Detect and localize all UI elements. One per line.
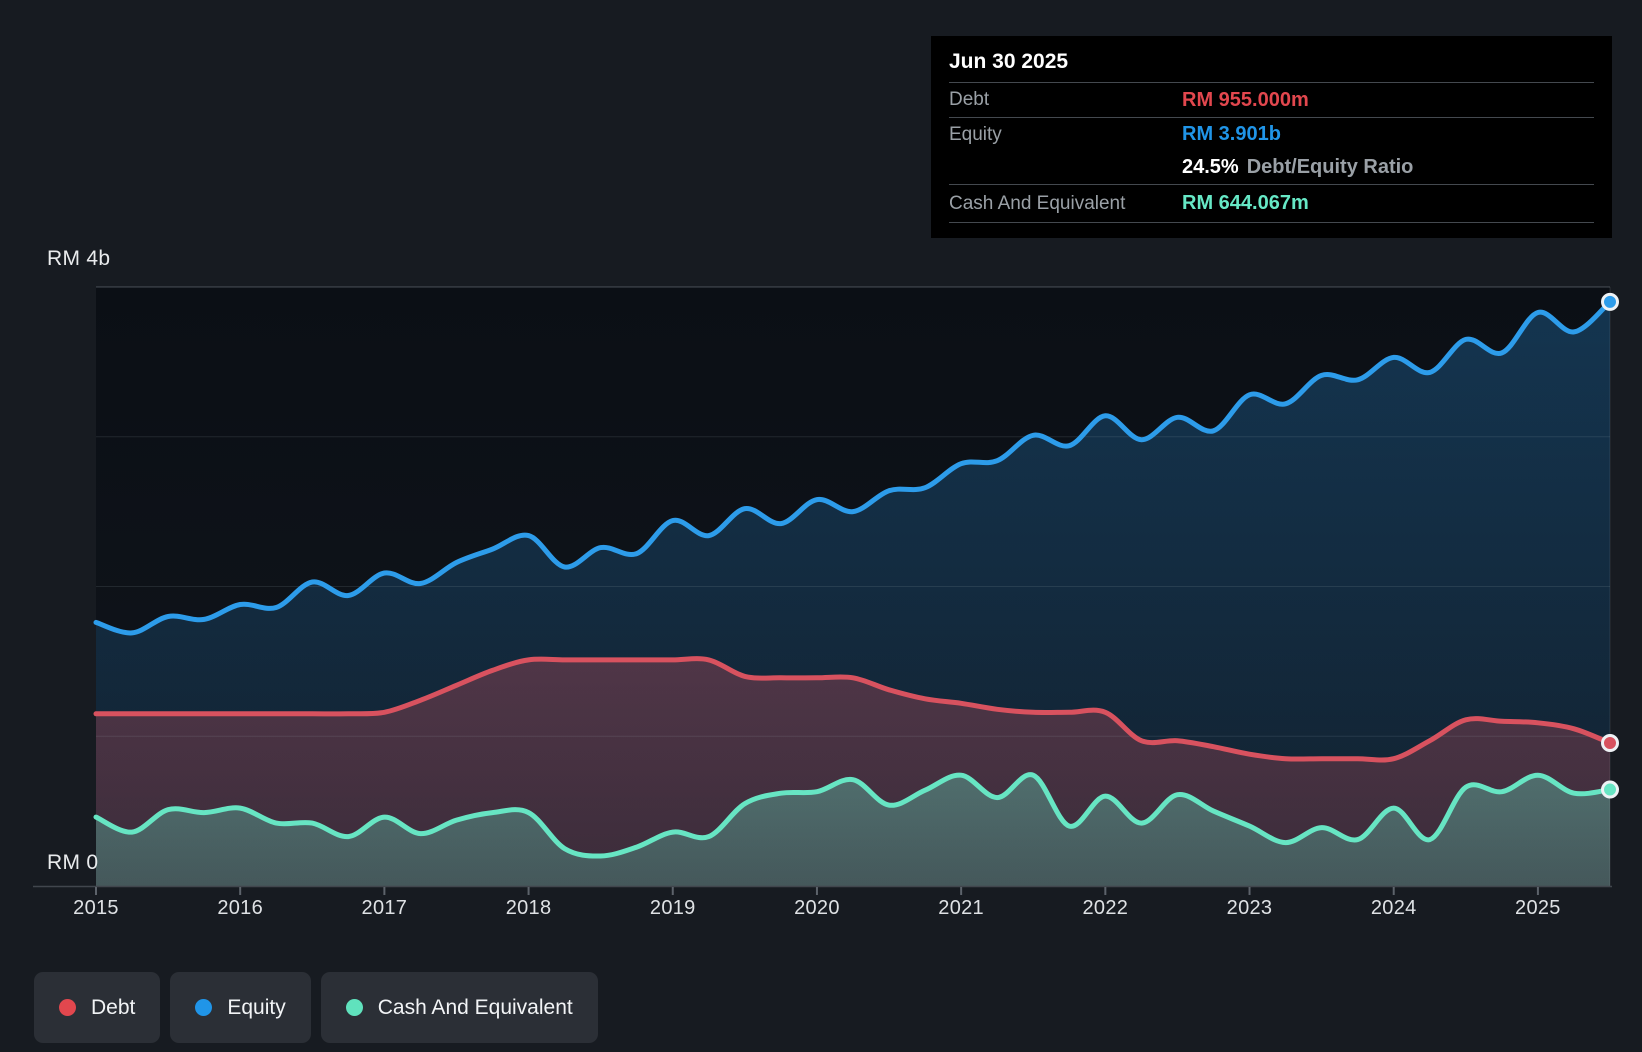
area-fill-cash-and-equivalent — [96, 774, 1610, 886]
end-marker-debt[interactable] — [1601, 733, 1619, 752]
x-tick-label-2016: 2016 — [217, 897, 264, 919]
tooltip-date: Jun 30 2025 — [949, 36, 1594, 83]
tooltip-equity-label: Equity — [949, 123, 1002, 145]
chart-tooltip: Jun 30 2025 Debt RM 955.000m Equity RM 3… — [931, 36, 1612, 238]
legend-debt-label: Debt — [91, 995, 136, 1019]
tooltip-ratio-label: Debt/Equity Ratio — [1246, 156, 1414, 178]
line-equity[interactable] — [93, 299, 1613, 636]
legend-cash-label: Cash And Equivalent — [377, 995, 573, 1019]
tooltip-ratio-value: 24.5% — [1182, 156, 1239, 178]
end-marker-equity[interactable] — [1601, 292, 1619, 311]
area-fills — [96, 301, 1610, 886]
equity-dot-icon — [195, 999, 213, 1016]
end-marker-cash-and-equivalent[interactable] — [1601, 780, 1619, 799]
tooltip-row-cash: Cash And Equivalent RM 644.067m — [949, 185, 1594, 223]
legend-item-equity[interactable]: Equity — [170, 972, 311, 1043]
tooltip-cash-value: RM 644.067m — [1182, 192, 1309, 214]
y-axis-label-zero: RM 0 — [47, 851, 99, 874]
series-end-markers — [1601, 292, 1619, 799]
tooltip-debt-label: Debt — [949, 89, 990, 110]
x-tick-label-2015: 2015 — [73, 897, 119, 919]
legend-item-cash[interactable]: Cash And Equivalent — [320, 972, 598, 1043]
x-tick-label-2021: 2021 — [938, 897, 984, 919]
tooltip-equity-value: RM 3.901b — [1182, 123, 1281, 145]
line-debt[interactable] — [93, 656, 1613, 763]
x-axis-line — [33, 885, 1612, 895]
tooltip-row-ratio: 24.5% Debt/Equity Ratio — [949, 151, 1594, 185]
x-tick-label-2019: 2019 — [649, 897, 696, 919]
y-axis-label-top: RM 4b — [47, 247, 111, 270]
x-tick-label-2018: 2018 — [505, 897, 552, 919]
x-tick-label-2023: 2023 — [1226, 897, 1273, 919]
x-tick-label-2017: 2017 — [361, 897, 408, 919]
legend-equity-label: Equity — [227, 995, 286, 1019]
tooltip-row-debt: Debt RM 955.000m — [949, 83, 1594, 118]
x-tick-label-2020: 2020 — [794, 897, 840, 919]
line-cash-and-equivalent[interactable] — [93, 772, 1613, 859]
chart-legend: Debt Equity Cash And Equivalent — [34, 972, 598, 1043]
tooltip-row-equity: Equity RM 3.901b — [949, 118, 1594, 151]
legend-item-debt[interactable]: Debt — [34, 972, 161, 1043]
tooltip-debt-value: RM 955.000m — [1182, 88, 1309, 111]
series-lines — [93, 299, 1613, 859]
x-tick-label-2024: 2024 — [1370, 897, 1417, 919]
cash-dot-icon — [345, 999, 363, 1016]
x-tick-label-2025: 2025 — [1515, 897, 1561, 919]
x-tick-label-2022: 2022 — [1082, 897, 1129, 919]
debt-dot-icon — [59, 999, 76, 1016]
tooltip-cash-label: Cash And Equivalent — [949, 192, 1126, 214]
